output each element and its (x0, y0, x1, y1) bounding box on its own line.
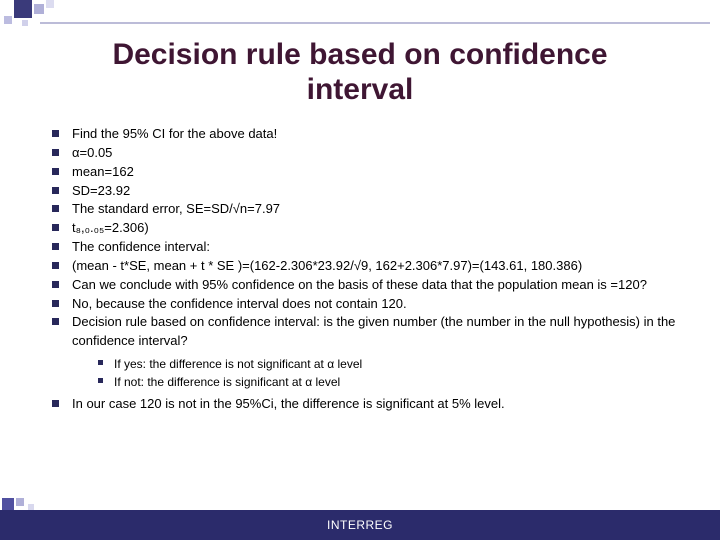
footer-bar: INTERREG (0, 510, 720, 540)
bullet-list-final: In our case 120 is not in the 95%Ci, the… (52, 395, 682, 414)
list-item: Can we conclude with 95% confidence on t… (52, 276, 682, 295)
list-item: Find the 95% CI for the above data! (52, 125, 682, 144)
list-item: α=0.05 (52, 144, 682, 163)
list-item: t₈,₀.₀₅=2.306) (52, 219, 682, 238)
list-item: If yes: the difference is not significan… (98, 355, 692, 373)
slide-body: Decision rule based on confidence interv… (0, 32, 720, 500)
slide-title: Decision rule based on confidence interv… (88, 38, 632, 107)
list-item: If not: the difference is significant at… (98, 373, 692, 391)
list-item: Decision rule based on confidence interv… (52, 313, 682, 351)
list-item: The standard error, SE=SD/√n=7.97 (52, 200, 682, 219)
top-rule (40, 22, 710, 24)
list-item: mean=162 (52, 163, 682, 182)
corner-decoration (0, 0, 70, 30)
footer-decoration (0, 492, 60, 510)
list-item: SD=23.92 (52, 182, 682, 201)
list-item: (mean - t*SE, mean + t * SE )=(162-2.306… (52, 257, 682, 276)
list-item: No, because the confidence interval does… (52, 295, 682, 314)
list-item: The confidence interval: (52, 238, 682, 257)
bullet-list: Find the 95% CI for the above data! α=0.… (52, 125, 682, 351)
list-item: In our case 120 is not in the 95%Ci, the… (52, 395, 682, 414)
footer-label: INTERREG (327, 518, 393, 532)
sub-bullet-list: If yes: the difference is not significan… (98, 355, 692, 391)
